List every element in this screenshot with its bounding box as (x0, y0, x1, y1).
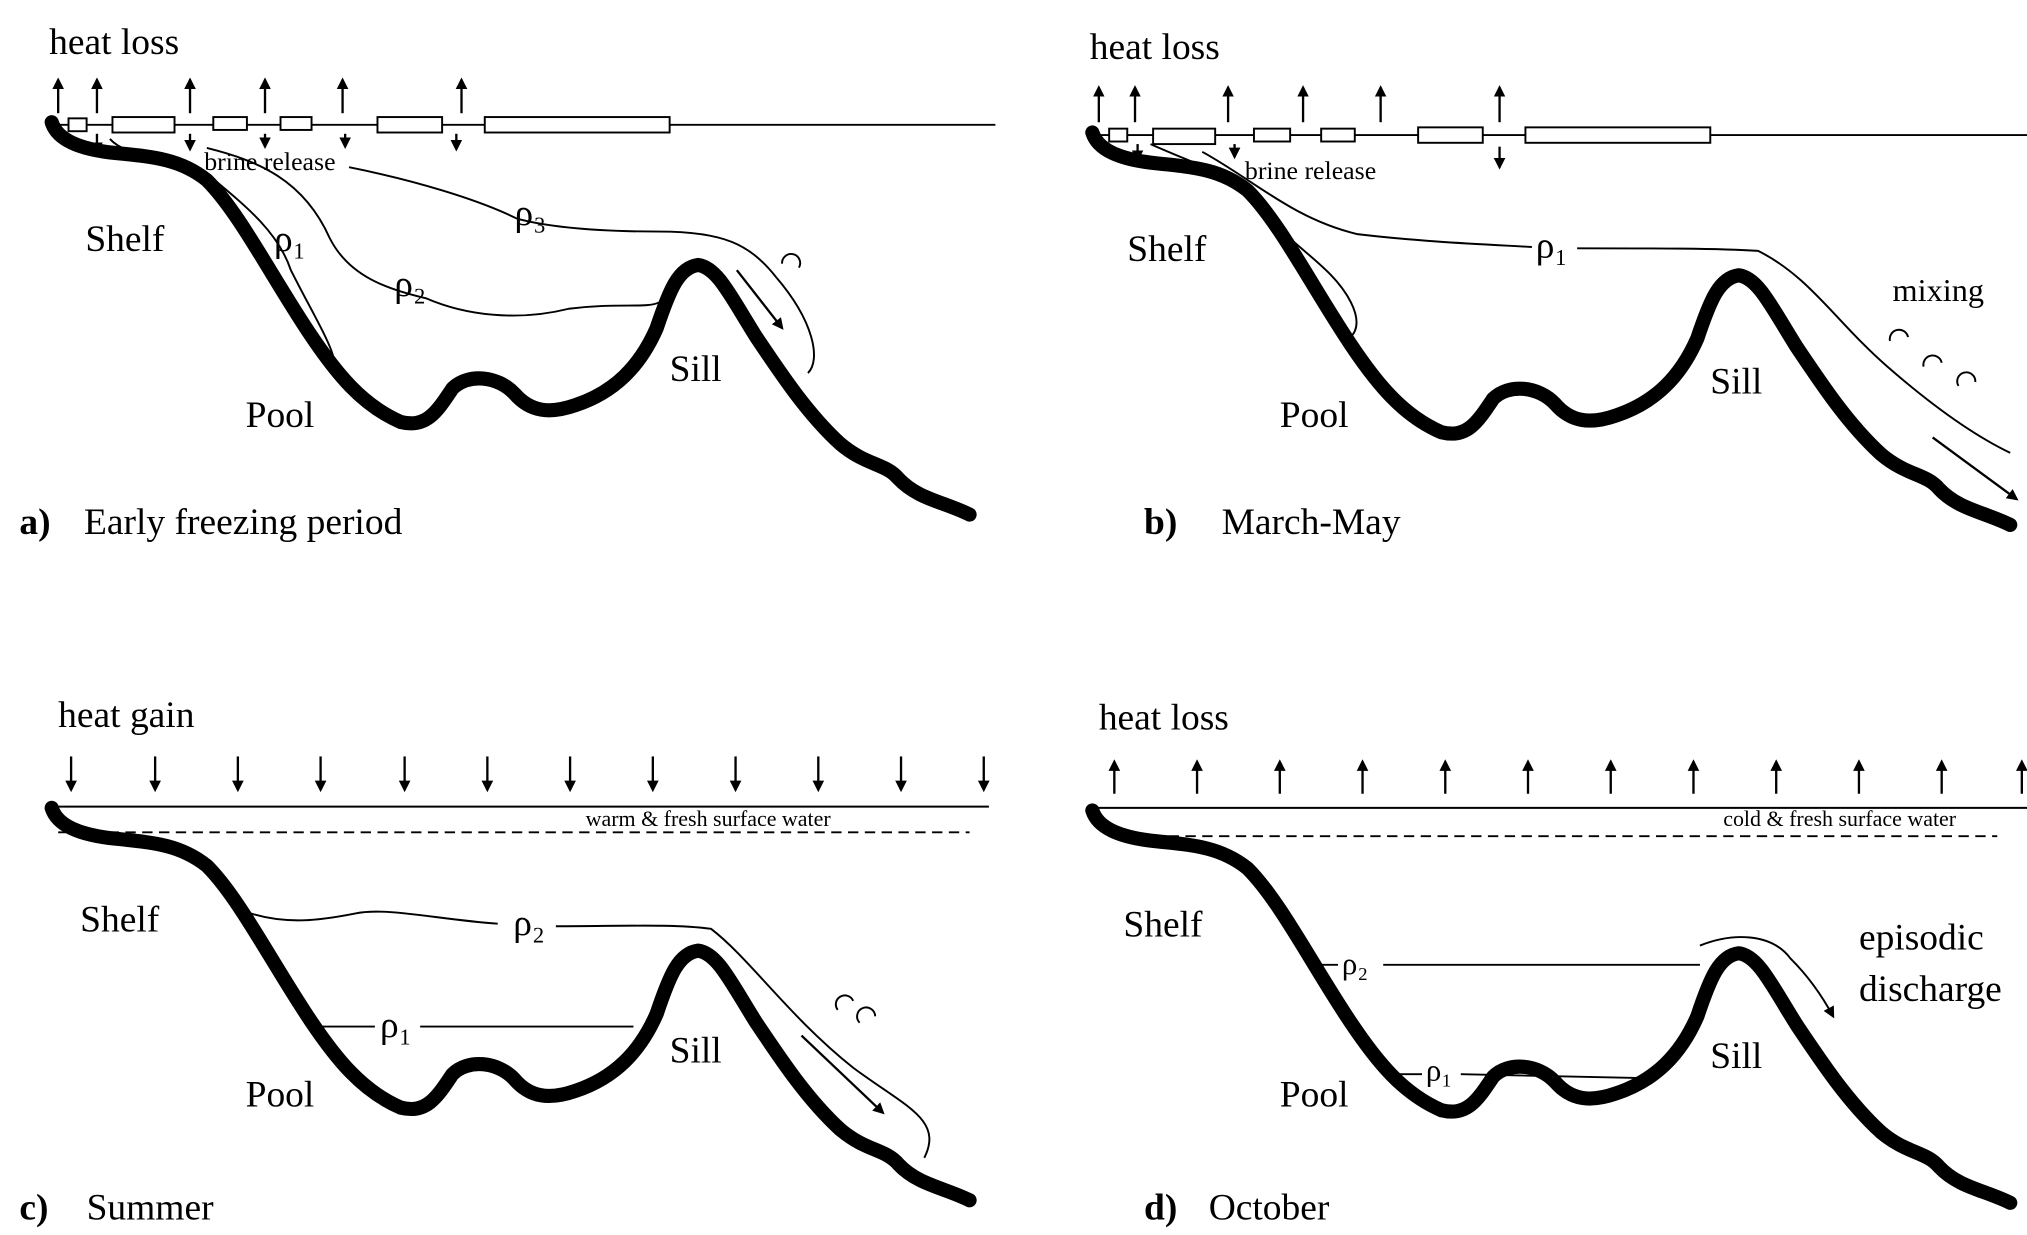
discharge-label: discharge (1859, 969, 2002, 1010)
density-label: ρ₁ (1536, 225, 1568, 266)
eddies (836, 995, 875, 1022)
ice-floe (1153, 129, 1215, 144)
sill-label: Sill (1710, 1036, 1762, 1077)
panel-caption: March-May (1222, 502, 1401, 543)
eddy (782, 254, 800, 268)
eddies (1890, 330, 1976, 386)
figure: heat loss brine release Shelf ρ₁ ρ₂ ρ₃ S… (0, 0, 2027, 1235)
panel-letter: c) (19, 1188, 48, 1229)
density-label: ρ₁ (274, 219, 306, 260)
heat-arrows (71, 756, 984, 789)
seafloor (52, 808, 970, 1200)
density-label: ρ₃ (515, 193, 547, 234)
density-label: ρ₂ (394, 264, 426, 305)
panel-caption: October (1209, 1188, 1330, 1229)
discharge-label: episodic (1859, 917, 1984, 958)
note: brine release (1245, 156, 1376, 185)
note: cold & fresh surface water (1723, 806, 1957, 831)
ice-floe (485, 117, 670, 132)
ice-floe (377, 117, 442, 132)
heat-arrows (1114, 762, 2021, 794)
panel-c: heat gain warm & fresh surface water She… (19, 695, 989, 1229)
sill-label: Sill (670, 349, 722, 390)
note: warm & fresh surface water (586, 806, 832, 831)
density-label: ρ₁ (1426, 1053, 1452, 1088)
density-label: ρ₂ (1342, 946, 1368, 981)
panel-caption: Summer (87, 1188, 215, 1229)
panel-letter: b) (1144, 502, 1177, 543)
panel-letter: a) (19, 502, 50, 543)
shelf-label: Shelf (85, 219, 165, 260)
panel-b: heat loss brine release mixing Shelf ρ₁ … (1090, 27, 2027, 543)
ice-floe (69, 118, 87, 131)
flux-label: heat loss (1099, 697, 1229, 738)
note: brine release (204, 147, 335, 176)
flux-label: heat loss (1090, 27, 1220, 68)
density-label: ρ₁ (380, 1005, 412, 1046)
panel-a: heat loss brine release Shelf ρ₁ ρ₂ ρ₃ S… (19, 22, 995, 543)
pool-label: Pool (246, 1074, 315, 1115)
sill-label: Sill (1710, 362, 1762, 403)
ice-floe (1418, 127, 1483, 142)
flux-label: heat loss (49, 22, 179, 63)
sill-label: Sill (670, 1031, 722, 1072)
ice-floe (1254, 129, 1290, 142)
flux-label: heat gain (58, 695, 195, 736)
ice-floe (1321, 129, 1355, 142)
shelf-label: Shelf (1127, 229, 1207, 270)
shelf-label: Shelf (1123, 905, 1203, 946)
seafloor (52, 122, 970, 514)
ice-floe (213, 117, 247, 130)
density-label: ρ₂ (513, 903, 545, 944)
panel-d: heat loss cold & fresh surface water epi… (1092, 697, 2027, 1228)
note: mixing (1893, 272, 1985, 308)
ice-floe (1109, 129, 1127, 142)
pool-label: Pool (246, 395, 315, 436)
shelf-label: Shelf (80, 899, 160, 940)
ice-floe (281, 117, 312, 130)
heat-arrows (58, 80, 461, 152)
pool-label: Pool (1280, 395, 1349, 436)
panel-caption: Early freezing period (84, 502, 403, 543)
seafloor (1092, 133, 2010, 525)
pool-label: Pool (1280, 1074, 1349, 1115)
panel-letter: d) (1144, 1188, 1177, 1229)
ice-floe (1525, 127, 1710, 142)
ice-floe (112, 117, 174, 132)
